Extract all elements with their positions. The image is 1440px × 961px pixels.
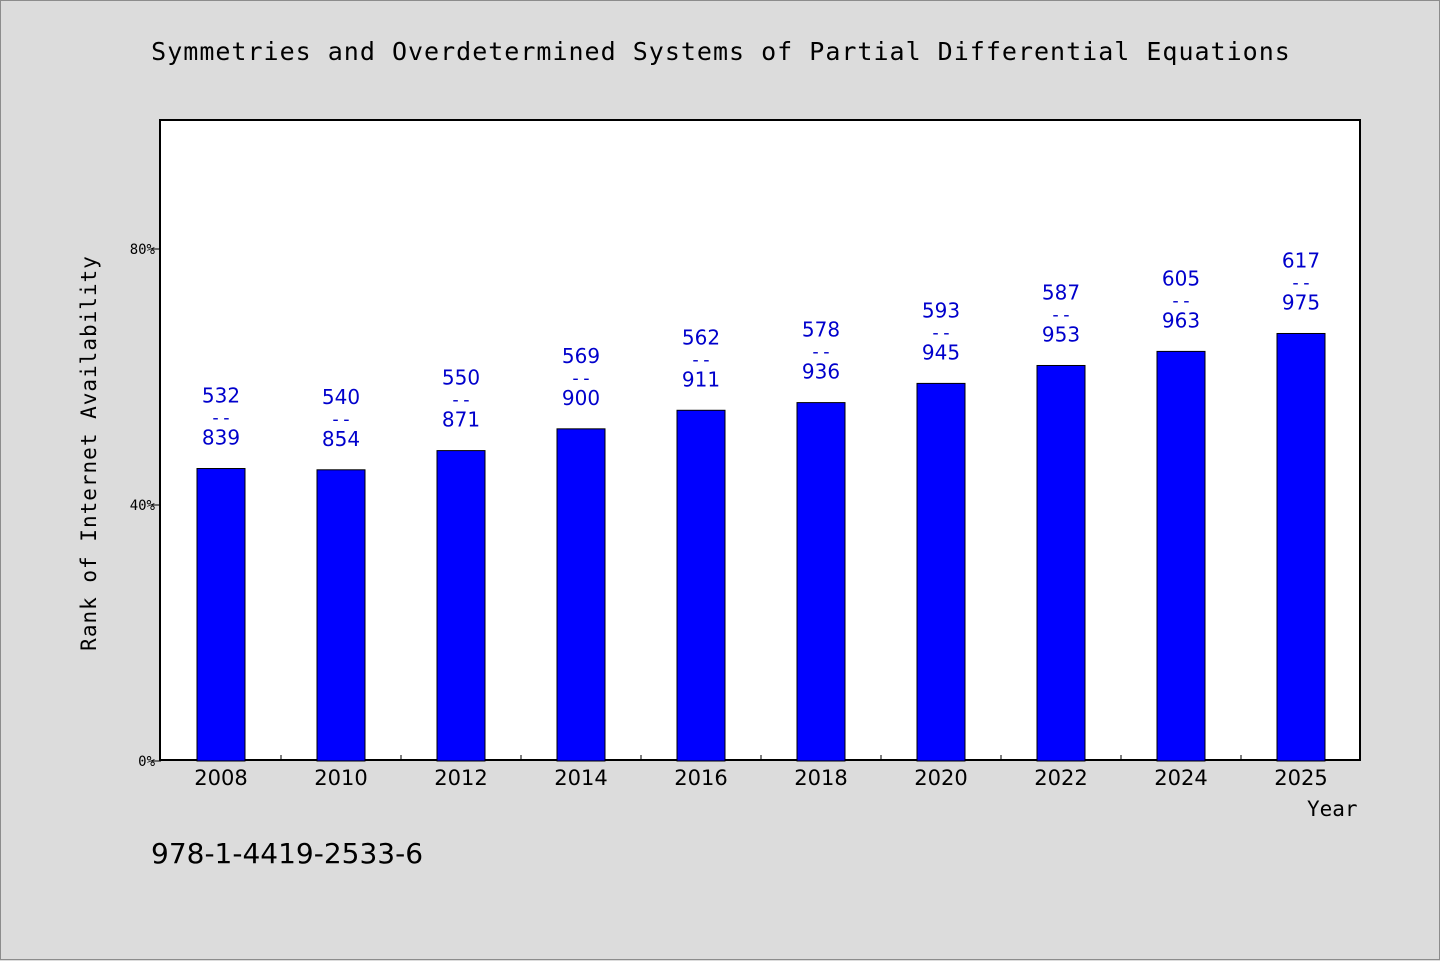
bar-label-top: 562	[682, 325, 720, 349]
bar-label-bottom: 975	[1282, 290, 1320, 314]
bar-label-top: 587	[1042, 280, 1080, 304]
bar-label-sep: --	[570, 368, 592, 389]
bar	[1036, 364, 1086, 762]
bar-label-bottom: 963	[1162, 308, 1200, 332]
isbn-label: 978-1-4419-2533-6	[151, 837, 424, 870]
bar-label-sep: --	[450, 390, 472, 411]
bar	[556, 428, 606, 762]
bar-label-top: 578	[802, 318, 840, 342]
bar	[436, 450, 486, 762]
bar	[1276, 332, 1326, 762]
chart-title: Symmetries and Overdetermined Systems of…	[151, 37, 1291, 66]
x-tick-label: 2022	[1034, 766, 1087, 790]
x-tick-label: 2012	[434, 766, 487, 790]
bar-label-top: 605	[1162, 266, 1200, 290]
bar	[916, 382, 966, 762]
bar-label-sep: --	[930, 322, 952, 343]
bar-label-top: 593	[922, 298, 960, 322]
bar-label-bottom: 900	[562, 386, 600, 410]
x-tick-label: 2014	[554, 766, 607, 790]
x-tick-label: 2020	[914, 766, 967, 790]
bar-label-sep: --	[1290, 272, 1312, 293]
bar-label-sep: --	[1050, 304, 1072, 325]
x-tick-label: 2010	[314, 766, 367, 790]
bar-label-top: 532	[202, 384, 240, 408]
bar-label-top: 569	[562, 344, 600, 368]
y-axis-label: Rank of Internet Availability	[77, 255, 101, 651]
bar	[796, 402, 846, 762]
x-axis-label: Year	[1307, 797, 1358, 821]
x-tick-label: 2018	[794, 766, 847, 790]
bar-label-bottom: 854	[322, 427, 360, 451]
bar-label-bottom: 911	[682, 367, 720, 391]
bar-label-sep: --	[690, 349, 712, 370]
x-tick-label: 2008	[194, 766, 247, 790]
bar-label-bottom: 953	[1042, 322, 1080, 346]
x-tick-label: 2024	[1154, 766, 1207, 790]
bar-label-top: 550	[442, 366, 480, 390]
y-tick-label: 0%	[138, 754, 155, 770]
bar-label-bottom: 945	[922, 340, 960, 364]
bar-label-sep: --	[210, 408, 232, 429]
bar-label-sep: --	[810, 342, 832, 363]
bar	[196, 468, 246, 762]
bar	[676, 409, 726, 762]
bar-label-bottom: 839	[202, 426, 240, 450]
bar-label-top: 617	[1282, 248, 1320, 272]
bar-label-top: 540	[322, 385, 360, 409]
bar	[316, 469, 366, 762]
bar-label-bottom: 936	[802, 360, 840, 384]
bar-label-sep: --	[330, 409, 352, 430]
bar-label-bottom: 871	[442, 408, 480, 432]
x-tick-label: 2025	[1274, 766, 1327, 790]
x-tick-label: 2016	[674, 766, 727, 790]
bar-label-sep: --	[1170, 290, 1192, 311]
y-tick-label: 80%	[130, 242, 156, 258]
y-tick-label: 40%	[130, 498, 156, 514]
bar	[1156, 350, 1206, 762]
